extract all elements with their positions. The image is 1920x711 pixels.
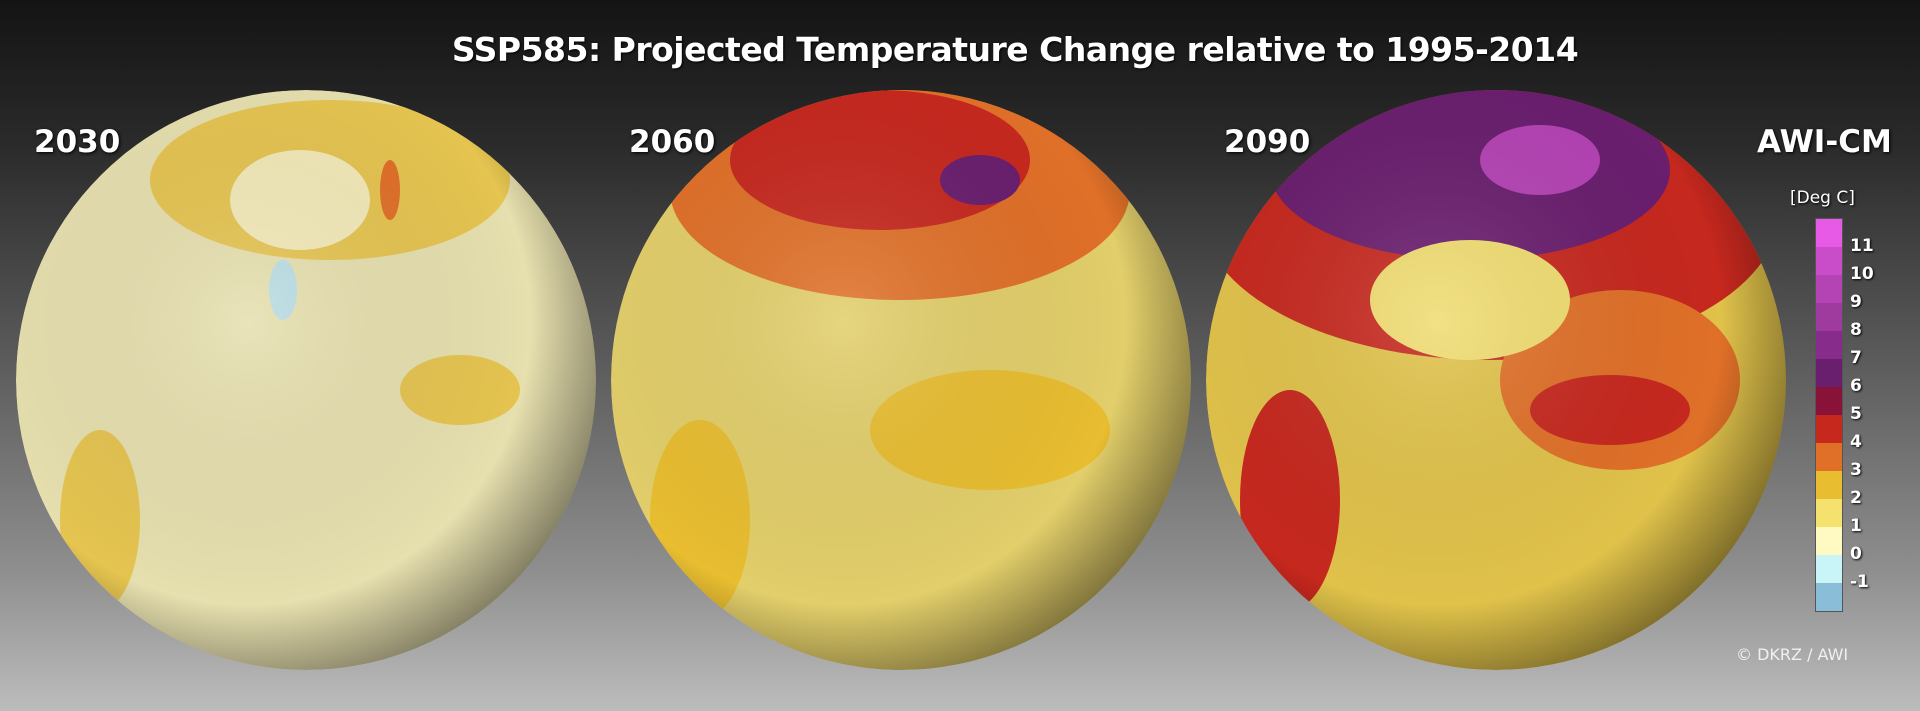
globe-2060 bbox=[611, 90, 1191, 670]
color-legend bbox=[1815, 218, 1843, 612]
legend-swatch bbox=[1816, 443, 1842, 471]
credit: © DKRZ / AWI bbox=[1736, 645, 1849, 664]
legend-swatch bbox=[1816, 527, 1842, 555]
legend-swatch bbox=[1816, 359, 1842, 387]
legend-tick-label: 3 bbox=[1850, 460, 1862, 480]
legend-tick-label: 9 bbox=[1850, 292, 1862, 312]
globe-2030 bbox=[16, 90, 596, 670]
year-label-2090: 2090 bbox=[1224, 124, 1311, 160]
legend-swatch bbox=[1816, 499, 1842, 527]
legend-tick-label: -1 bbox=[1850, 572, 1869, 592]
legend-swatch bbox=[1816, 387, 1842, 415]
legend-tick-label: 10 bbox=[1850, 264, 1874, 284]
figure-title: SSP585: Projected Temperature Change rel… bbox=[451, 30, 1579, 69]
legend-swatch bbox=[1816, 247, 1842, 275]
legend-swatch bbox=[1816, 219, 1842, 247]
legend-swatch bbox=[1816, 583, 1842, 611]
legend-swatch bbox=[1816, 303, 1842, 331]
legend-ticks: 11 10 9 8 7 6 5 4 3 2 1 0 -1 bbox=[1850, 218, 1900, 610]
legend-tick-label: 2 bbox=[1850, 488, 1862, 508]
legend-swatch bbox=[1816, 471, 1842, 499]
legend-swatch bbox=[1816, 275, 1842, 303]
legend-tick-label: 0 bbox=[1850, 544, 1862, 564]
legend-tick-label: 8 bbox=[1850, 320, 1862, 340]
legend-swatch bbox=[1816, 415, 1842, 443]
legend-tick-label: 1 bbox=[1850, 516, 1862, 536]
legend-tick-label: 6 bbox=[1850, 376, 1862, 396]
legend-unit: [Deg C] bbox=[1790, 188, 1855, 208]
legend-swatch bbox=[1816, 555, 1842, 583]
legend-swatch bbox=[1816, 331, 1842, 359]
year-label-2030: 2030 bbox=[34, 124, 121, 160]
legend-tick-label: 11 bbox=[1850, 236, 1874, 256]
year-label-2060: 2060 bbox=[629, 124, 716, 160]
legend-tick-label: 7 bbox=[1850, 348, 1862, 368]
model-label: AWI-CM bbox=[1757, 124, 1892, 160]
globe-2090 bbox=[1206, 90, 1786, 670]
legend-tick-label: 4 bbox=[1850, 432, 1862, 452]
legend-tick-label: 5 bbox=[1850, 404, 1862, 424]
